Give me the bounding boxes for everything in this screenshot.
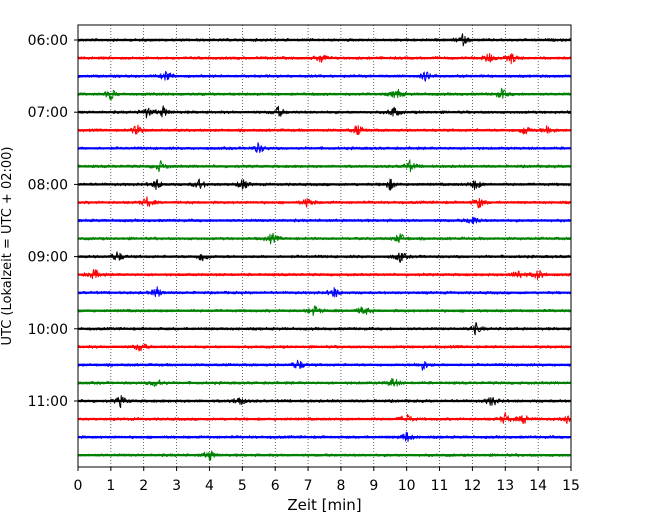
plot-frame: [77, 24, 572, 468]
x-tick-label: 0: [74, 478, 83, 494]
y-tick-label: 08:00: [28, 177, 68, 193]
x-tick-label: 9: [369, 478, 378, 494]
y-tick-label: 07:00: [28, 105, 68, 121]
y-tick-label: 06:00: [28, 33, 68, 49]
x-tick-label: 12: [463, 478, 481, 494]
x-tick-label: 13: [496, 478, 514, 494]
y-tick-label: 11:00: [28, 394, 68, 410]
x-tick-label: 11: [431, 478, 449, 494]
x-axis-label: Zeit [min]: [287, 496, 361, 514]
x-tick-label: 3: [172, 478, 181, 494]
x-tick-label: 4: [205, 478, 214, 494]
x-tick-label: 8: [336, 478, 345, 494]
x-axis-ticks: 0 1 2 3 4 5 6 7 8 9 10 11 12 13 14 15: [74, 467, 580, 494]
x-tick-label: 14: [529, 478, 547, 494]
x-tick-label: 5: [238, 478, 247, 494]
trace-layer: [77, 33, 572, 461]
y-tick-label: 10:00: [28, 322, 68, 338]
y-tick-label: 09:00: [28, 250, 68, 266]
x-tick-label: 7: [304, 478, 313, 494]
x-tick-label: 2: [139, 478, 148, 494]
x-tick-label: 15: [562, 478, 580, 494]
x-tick-label: 6: [271, 478, 280, 494]
x-tick-label: 1: [106, 478, 115, 494]
y-axis-label: UTC (Lokalzeit = UTC + 02:00): [0, 147, 15, 346]
y-axis-ticks: 06:00 07:00 08:00 09:00 10:00 11:00: [28, 33, 78, 410]
x-tick-label: 10: [398, 478, 416, 494]
